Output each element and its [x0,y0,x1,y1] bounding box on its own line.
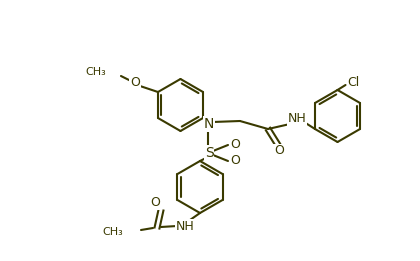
Text: O: O [274,145,284,157]
Text: S: S [205,146,213,160]
Text: CH₃: CH₃ [85,67,106,77]
Text: O: O [230,155,240,168]
Text: N: N [204,117,214,131]
Text: O: O [130,76,140,90]
Text: CH₃: CH₃ [102,227,123,237]
Text: O: O [150,197,160,210]
Text: Cl: Cl [347,76,360,90]
Text: NH: NH [176,220,194,233]
Text: NH: NH [288,112,306,126]
Text: O: O [230,139,240,151]
